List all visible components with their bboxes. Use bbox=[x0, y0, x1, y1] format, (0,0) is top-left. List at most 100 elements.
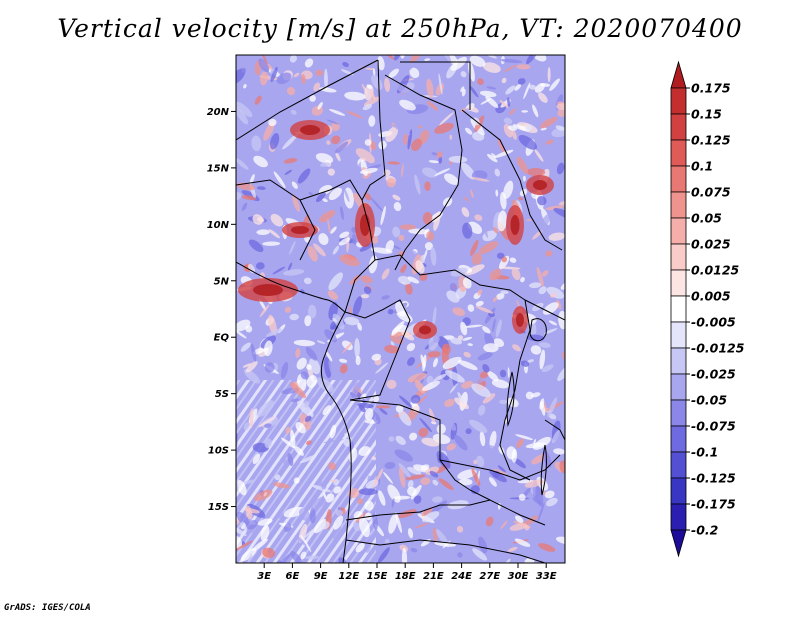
velocity-cell bbox=[327, 218, 331, 234]
velocity-cell bbox=[414, 174, 421, 195]
velocity-cell bbox=[492, 468, 507, 475]
velocity-cell bbox=[283, 523, 292, 532]
velocity-cell bbox=[536, 266, 544, 288]
velocity-cell bbox=[250, 343, 257, 362]
velocity-cell bbox=[254, 95, 262, 105]
velocity-cell bbox=[549, 78, 560, 91]
velocity-cell bbox=[405, 149, 415, 159]
velocity-cell bbox=[505, 85, 516, 95]
velocity-cell bbox=[478, 405, 486, 416]
velocity-cell bbox=[341, 340, 353, 351]
velocity-cell bbox=[467, 304, 475, 312]
velocity-cell bbox=[489, 268, 502, 281]
velocity-cell bbox=[253, 155, 268, 168]
velocity-cell bbox=[299, 454, 317, 464]
velocity-cell bbox=[503, 117, 513, 125]
velocity-cell bbox=[426, 231, 435, 242]
velocity-cell bbox=[362, 104, 373, 111]
velocity-cell bbox=[388, 436, 395, 442]
velocity-cell bbox=[409, 432, 418, 441]
velocity-cell bbox=[424, 242, 433, 251]
velocity-cell bbox=[305, 346, 318, 361]
lake-victoria bbox=[529, 318, 547, 342]
velocity-cell bbox=[255, 262, 265, 270]
velocity-cell bbox=[471, 252, 483, 265]
velocity-cell bbox=[239, 354, 245, 361]
velocity-cell bbox=[289, 313, 299, 321]
country-borders bbox=[236, 59, 565, 563]
velocity-cell bbox=[392, 495, 411, 500]
velocity-cell bbox=[283, 158, 298, 164]
colorbar-segment bbox=[670, 243, 687, 271]
velocity-cell bbox=[243, 479, 256, 484]
velocity-cell bbox=[303, 400, 309, 409]
velocity-cell bbox=[392, 194, 401, 201]
velocity-cell bbox=[456, 525, 464, 533]
velocity-cell bbox=[236, 535, 243, 549]
velocity-cell bbox=[268, 118, 277, 127]
velocity-cell bbox=[371, 74, 383, 90]
velocity-cell bbox=[491, 379, 510, 389]
colorbar-label: -0.1 bbox=[691, 444, 719, 460]
velocity-cell bbox=[280, 361, 289, 379]
velocity-cell bbox=[285, 426, 291, 435]
velocity-cell bbox=[305, 555, 320, 560]
velocity-cell bbox=[485, 516, 494, 527]
velocity-cell bbox=[495, 319, 502, 338]
velocity-cell bbox=[457, 392, 464, 404]
velocity-cell bbox=[332, 317, 338, 323]
velocity-cell bbox=[439, 112, 454, 126]
velocity-cell bbox=[509, 523, 528, 531]
colorbar-label: 0.075 bbox=[691, 184, 731, 200]
velocity-cell bbox=[457, 552, 463, 558]
velocity-cell bbox=[537, 502, 545, 523]
lon-tick-label: 33E bbox=[536, 571, 557, 582]
velocity-cell bbox=[500, 520, 508, 530]
velocity-cell bbox=[517, 78, 526, 85]
velocity-cell bbox=[500, 290, 509, 295]
map-plot-area bbox=[236, 55, 565, 563]
colorbar-label: -0.05 bbox=[691, 392, 728, 408]
velocity-cell bbox=[497, 210, 507, 232]
velocity-cell bbox=[499, 369, 507, 378]
velocity-cell bbox=[323, 492, 327, 499]
velocity-cell bbox=[263, 492, 268, 497]
lon-tick-label: 24E bbox=[451, 571, 472, 582]
velocity-cell bbox=[383, 471, 394, 484]
velocity-cell bbox=[562, 351, 565, 360]
velocity-cell bbox=[333, 515, 344, 530]
velocity-cell bbox=[471, 177, 490, 182]
velocity-cell bbox=[395, 83, 412, 95]
velocity-cell bbox=[324, 68, 328, 91]
velocity-cell bbox=[444, 173, 459, 185]
velocity-cell bbox=[445, 370, 465, 383]
velocity-cell bbox=[352, 296, 363, 317]
velocity-cell bbox=[381, 295, 390, 300]
velocity-cell bbox=[532, 436, 551, 450]
velocity-cell bbox=[516, 438, 524, 448]
velocity-cell bbox=[462, 277, 472, 289]
velocity-cell bbox=[541, 364, 554, 373]
velocity-cell bbox=[431, 152, 438, 156]
velocity-cell bbox=[318, 210, 336, 223]
velocity-cell bbox=[304, 415, 312, 423]
velocity-cell bbox=[522, 515, 539, 527]
velocity-cell bbox=[449, 383, 458, 394]
velocity-cell bbox=[243, 83, 247, 89]
velocity-cell bbox=[548, 232, 565, 241]
velocity-cell bbox=[544, 490, 555, 499]
velocity-cell bbox=[296, 357, 307, 370]
velocity-cell bbox=[405, 474, 426, 480]
velocity-cell bbox=[407, 357, 415, 366]
velocity-cell bbox=[530, 345, 542, 355]
velocity-cell bbox=[469, 419, 488, 434]
velocity-cell bbox=[384, 77, 391, 92]
border-east-africa bbox=[524, 299, 565, 321]
velocity-cell bbox=[309, 95, 316, 102]
velocity-cell bbox=[333, 486, 341, 494]
velocity-cell bbox=[371, 456, 377, 461]
velocity-cell bbox=[375, 362, 389, 374]
velocity-cell bbox=[497, 138, 506, 154]
velocity-cell bbox=[236, 68, 246, 84]
colorbar-label: 0.025 bbox=[691, 236, 731, 252]
